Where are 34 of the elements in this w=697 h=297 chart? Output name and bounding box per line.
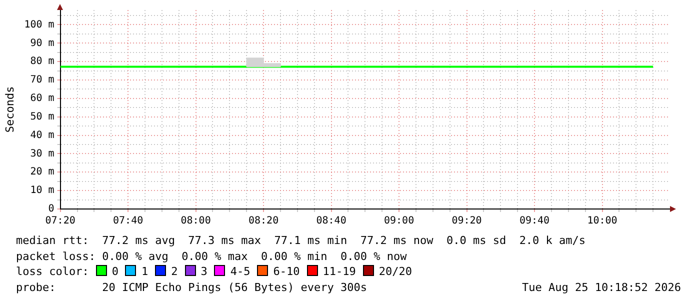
- text: packet loss: 0.00 % avg 0.00 % max 0.00 % min 0.00 % now: [16, 250, 407, 262]
- y-tick-label: 40 m: [30, 130, 54, 141]
- x-tick-label: 07:40: [113, 216, 144, 227]
- text: 11-19: [322, 265, 356, 278]
- text: 4-5: [230, 265, 250, 278]
- x-tick-label: 09:00: [384, 216, 414, 227]
- text: 0: [112, 265, 118, 278]
- y-tick-label: 60 m: [30, 93, 54, 104]
- y-axis-title: Seconds: [3, 86, 16, 133]
- x-tick-label: 08:20: [248, 216, 279, 227]
- text: 2: [171, 265, 178, 278]
- y-tick-label: 70 m: [30, 74, 54, 86]
- x-tick-label: 09:20: [452, 216, 482, 227]
- y-tick-label: 100 m: [24, 19, 54, 30]
- y-tick-label: 80 m: [30, 56, 54, 68]
- x-tick-label: 08:40: [316, 216, 346, 227]
- x-tick-label: 09:40: [519, 216, 550, 227]
- text: median rtt: 77.2 ms avg 77.3 ms max 77.1 ms min 77.2 ms now 0.0 ms sd 2.0 k am/s: [16, 234, 586, 247]
- text: 20/20: [378, 265, 412, 278]
- y-tick-label: 10 m: [30, 185, 54, 196]
- y-tick-label: 30 m: [30, 148, 54, 160]
- y-tick-label: 0: [48, 204, 54, 215]
- y-tick-label: 50 m: [30, 111, 54, 122]
- x-tick-label: 07:20: [45, 216, 76, 227]
- x-tick-label: 10:00: [587, 216, 618, 227]
- text: 3: [200, 265, 208, 278]
- text: 1: [141, 265, 148, 278]
- x-tick-label: 08:00: [180, 216, 211, 227]
- text: loss color:: [16, 265, 89, 278]
- text: Tue Aug 25 10:18:52 2026: [522, 280, 681, 295]
- text: probe: 20 ICMP Echo Pings (56 Bytes) every 300s: [16, 280, 367, 294]
- y-tick-label: 20 m: [30, 166, 54, 178]
- text: 6-10: [273, 265, 300, 278]
- y-tick-label: 90 m: [30, 38, 54, 49]
